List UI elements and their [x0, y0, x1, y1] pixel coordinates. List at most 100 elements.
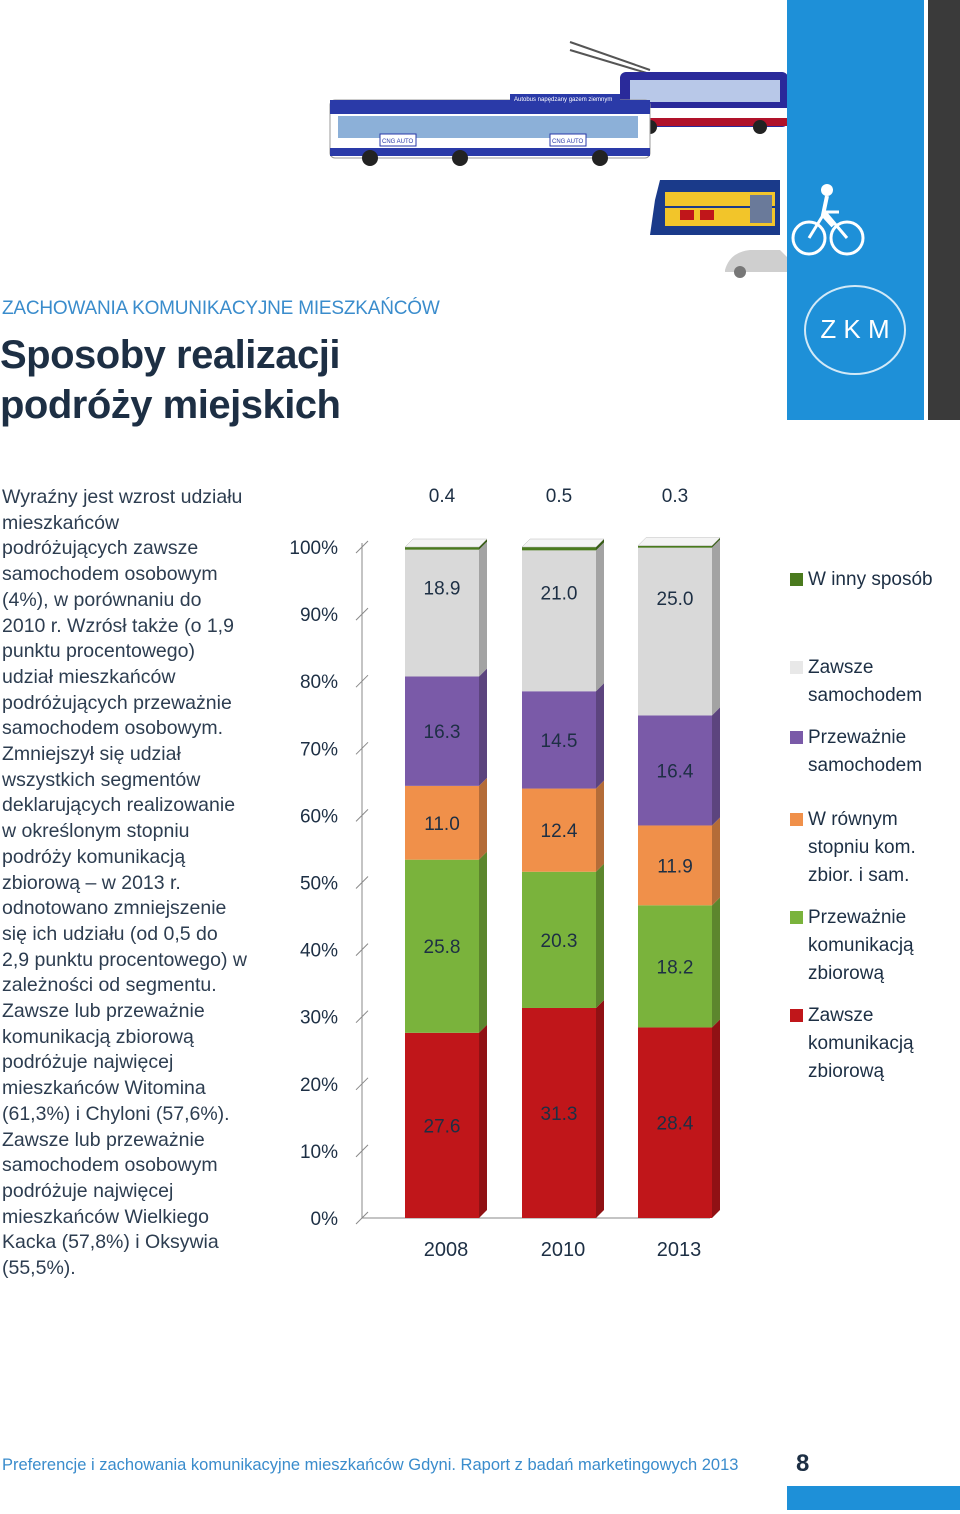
- data-label: 18.2: [657, 957, 694, 978]
- bar-segment-side: [479, 539, 487, 550]
- legend-item: Zawsze samochodem: [788, 654, 958, 710]
- bar-segment: [522, 691, 596, 789]
- bar-segment-side: [479, 541, 487, 677]
- bar-segment-side: [596, 999, 604, 1218]
- y-tick-label: 80%: [300, 672, 338, 693]
- bar-segment-side: [596, 683, 604, 789]
- legend-item: W równym stopniu kom. zbior. i sam.: [788, 806, 958, 890]
- legend-item: W inny sposób: [788, 566, 958, 594]
- cyclist-icon: [791, 184, 865, 256]
- bar-segment-side: [712, 1019, 720, 1218]
- data-label: 11.0: [424, 814, 460, 835]
- bar-segment-side: [712, 539, 720, 716]
- logo-text: Z K M: [820, 314, 889, 344]
- bar-segment: [638, 547, 712, 716]
- page-title-line-1: Sposoby realizacji: [0, 333, 341, 377]
- bar-segment-side: [596, 863, 604, 1008]
- y-tick-label: 100%: [289, 538, 338, 559]
- y-tick-label: 30%: [300, 1008, 338, 1029]
- legend-swatch: [790, 661, 803, 674]
- bus-icon: Autobus napędzany gazem ziemnym CNG AUTO…: [329, 94, 651, 166]
- bar-segment: [638, 1027, 712, 1218]
- bar-segment: [522, 547, 596, 551]
- data-label: 0.4: [429, 486, 456, 507]
- bar-segment-side: [479, 851, 487, 1033]
- data-label: 27.6: [424, 1116, 461, 1137]
- bar-segment: [522, 550, 596, 692]
- page-title-line-2: podróży miejskich: [0, 383, 341, 427]
- y-tick-mark: [355, 741, 369, 755]
- legend-item: Przeważnie komunikacją zbiorową: [788, 904, 958, 988]
- bar-segment-side: [596, 539, 604, 551]
- bar-top-face: [404, 538, 488, 548]
- bar-segment: [405, 1032, 479, 1218]
- body-paragraph: Wyraźny jest wzrost udziału mieszkańców …: [2, 486, 247, 1280]
- legend-swatch: [790, 813, 803, 826]
- y-tick-label: 60%: [300, 806, 338, 827]
- page-title: Sposoby realizacji podróży miejskich: [0, 330, 341, 430]
- legend-label: W inny sposób: [808, 569, 933, 590]
- y-tick-label: 10%: [300, 1142, 338, 1163]
- bar-segment-side: [479, 668, 487, 786]
- data-label: 25.8: [424, 937, 461, 958]
- bar-segment-side: [712, 817, 720, 906]
- legend-swatch: [790, 573, 803, 586]
- bus-logo-text-2: CNG AUTO: [552, 139, 584, 145]
- data-label: 0.3: [662, 486, 688, 507]
- bar-segment: [638, 545, 712, 548]
- data-label: 21.0: [541, 584, 578, 605]
- legend-label: W równym stopniu kom. zbior. i sam.: [808, 809, 916, 886]
- y-tick-label: 50%: [300, 874, 338, 895]
- bar-segment-side: [712, 897, 720, 1028]
- data-label: 18.9: [424, 579, 461, 600]
- data-label: 31.3: [541, 1104, 578, 1125]
- y-tick-label: 20%: [300, 1075, 338, 1096]
- legend-label: Przeważnie samochodem: [808, 727, 923, 776]
- bar-segment: [522, 788, 596, 872]
- trolleybus-icon: [569, 41, 788, 134]
- bar-segment: [405, 859, 479, 1033]
- data-label: 16.4: [657, 761, 694, 782]
- y-tick-mark: [355, 607, 369, 621]
- bar-segment-side: [596, 780, 604, 872]
- bar-segment: [638, 715, 712, 826]
- car-icon: [725, 250, 790, 278]
- page-number: 8: [796, 1450, 810, 1477]
- bus-banner: Autobus napędzany gazem ziemnym: [514, 97, 612, 103]
- data-label: 28.4: [657, 1114, 694, 1135]
- bar-segment-side: [479, 777, 487, 860]
- legend-swatch: [790, 1009, 803, 1022]
- legend-label: Przeważnie komunikacją zbiorową: [808, 907, 914, 984]
- bar-segment: [638, 825, 712, 906]
- bar-segment: [405, 547, 479, 550]
- y-tick-label: 0%: [311, 1209, 339, 1230]
- train-icon: [650, 180, 780, 235]
- zkm-logo: Z K M: [800, 280, 910, 380]
- bar-segment-side: [712, 537, 720, 548]
- bar-top-face: [637, 537, 721, 546]
- x-tick-label: 2013: [657, 1239, 702, 1261]
- bar-segment: [405, 676, 479, 786]
- legend-swatch: [790, 911, 803, 924]
- data-label: 0.5: [546, 486, 572, 507]
- y-tick-mark: [355, 1077, 369, 1091]
- header-dark-band: [928, 0, 960, 420]
- legend-label: Zawsze komunikacją zbiorową: [808, 1005, 914, 1082]
- legend-item: Przeważnie samochodem: [788, 724, 958, 780]
- data-label: 25.0: [657, 589, 694, 610]
- y-tick-mark: [355, 809, 369, 822]
- footer-blue-bar: [787, 1486, 960, 1510]
- y-tick-mark: [355, 943, 369, 956]
- bar-segment-side: [479, 1024, 487, 1218]
- bar-segment-side: [712, 707, 720, 826]
- legend-item: Zawsze komunikacją zbiorową: [788, 1002, 958, 1086]
- section-kicker: ZACHOWANIA KOMUNIKACYJNE MIESZKAŃCÓW: [2, 298, 440, 319]
- x-tick-label: 2008: [424, 1239, 469, 1261]
- bar-segment-side: [596, 542, 604, 692]
- data-label: 14.5: [541, 731, 578, 752]
- bar-segment: [405, 785, 479, 860]
- bar-segment: [405, 549, 479, 677]
- chart-svg: 0% 10% 20% 30% 40% 50% 60% 70% 80% 90% 100% 27.6 25.…: [289, 486, 721, 1261]
- chart-legend: W inny sposób Zawsze samochodem Przeważn…: [788, 566, 958, 1100]
- bar-segment: [638, 905, 712, 1028]
